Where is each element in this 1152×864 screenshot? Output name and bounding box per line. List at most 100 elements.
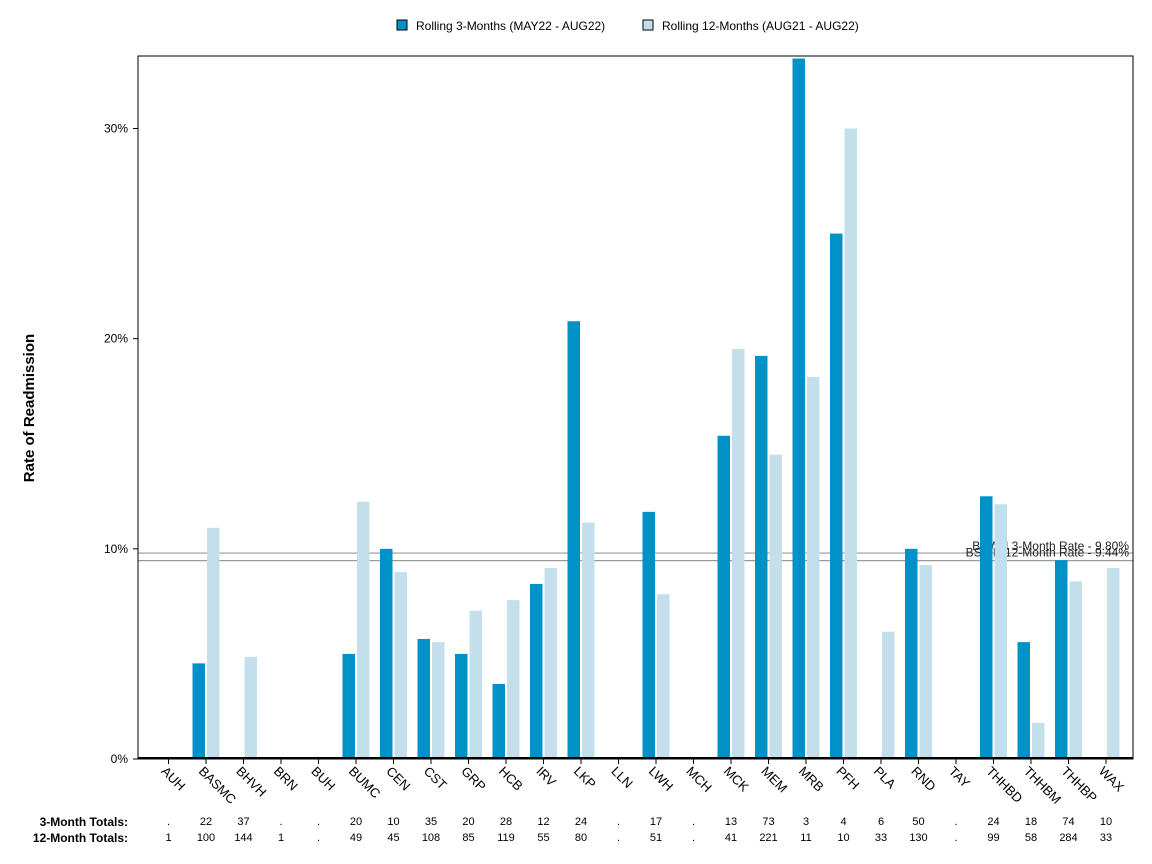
twelve-month-total-lwh: 51 — [650, 832, 662, 844]
x-label-brn: BRN — [271, 764, 301, 794]
totals-table: 3-Month Totals: 12-Month Totals:. 1 22 100 3 7… — [33, 815, 1112, 845]
three-month-totals-label: 3-Month Totals: — [40, 815, 128, 829]
x-label-auh: AUH — [158, 764, 188, 794]
bar-3m-basmc — [192, 663, 205, 759]
bar-12m-thhbd — [994, 504, 1007, 759]
x-label-rnd: RND — [908, 764, 939, 795]
bar-12m-cst — [432, 642, 445, 759]
y-tick-label-3: 30% — [104, 122, 128, 136]
x-label-thhbd: THHBD — [983, 764, 1025, 806]
x-label-wax: WAX — [1096, 764, 1127, 795]
x-label-bumc: BUMC — [346, 764, 384, 802]
bar-12m-bhvh — [244, 656, 257, 759]
three-month-total-thhbm: 18 — [1025, 816, 1037, 828]
legend: Rolling 3-Months (MAY22 - AUG22) Rolling … — [396, 19, 859, 33]
bar-3m-grp — [455, 653, 468, 759]
bar-3m-mem — [755, 355, 768, 759]
bar-3m-thhbm — [1017, 642, 1030, 759]
three-month-total-lwh: 17 — [650, 816, 662, 828]
twelve-month-total-thhbm: 58 — [1025, 832, 1037, 844]
bar-12m-bumc — [357, 501, 370, 759]
three-month-total-wax: 10 — [1100, 816, 1112, 828]
bar-12m-cen — [394, 572, 407, 759]
three-month-total-basmc: 22 — [200, 816, 212, 828]
bar-12m-hcb — [507, 600, 520, 759]
twelve-month-total-mrb: 11 — [800, 832, 811, 844]
legend-label-3m: Rolling 3-Months (MAY22 - AUG22) — [416, 19, 605, 33]
legend-swatch-3m — [396, 19, 408, 31]
x-label-lln: LLN — [608, 764, 635, 791]
three-month-total-tay: . — [954, 816, 957, 828]
three-month-total-pfh: 4 — [840, 816, 846, 828]
twelve-month-totals-label: 12-Month Totals: — [33, 831, 128, 845]
bar-12m-irv — [544, 567, 557, 759]
plot-frame — [137, 55, 1134, 760]
x-label-irv: IRV — [533, 764, 559, 790]
three-month-total-thhbp: 74 — [1062, 816, 1074, 828]
x-label-bhvh: BHVH — [233, 764, 269, 800]
bar-12m-pfh — [844, 128, 857, 760]
bar-12m-lkp — [582, 522, 595, 759]
legend-label-12m: Rolling 12-Months (AUG21 - AUG22) — [662, 19, 859, 33]
three-month-total-mem: 73 — [762, 816, 774, 828]
bar-12m-rnd — [919, 565, 932, 759]
twelve-month-total-grp: 85 — [462, 832, 474, 844]
three-month-total-buh: . — [317, 816, 320, 828]
twelve-month-total-thhbd: 99 — [987, 832, 999, 844]
three-month-total-cst: 35 — [425, 816, 437, 828]
y-axis-title: Rate of Readmission — [21, 334, 38, 482]
bar-3m-thhbd — [980, 496, 993, 759]
twelve-month-total-basmc: 100 — [197, 832, 215, 844]
bar-12m-basmc — [207, 527, 220, 759]
x-label-pfh: PFH — [833, 764, 862, 793]
twelve-month-total-tay: . — [954, 832, 957, 844]
twelve-month-total-wax: 33 — [1100, 832, 1112, 844]
twelve-month-total-lln: . — [617, 832, 620, 844]
twelve-month-total-pfh: 10 — [837, 832, 849, 844]
x-label-mrb: MRB — [796, 764, 827, 795]
bar-3m-cst — [417, 638, 430, 759]
y-tick-label-2: 20% — [104, 332, 128, 346]
three-month-total-auh: . — [167, 816, 170, 828]
twelve-month-total-hcb: 119 — [497, 832, 515, 844]
x-label-buh: BUH — [308, 764, 338, 794]
three-month-total-mch: . — [692, 816, 695, 828]
bar-12m-mrb — [807, 376, 820, 759]
y-tick-label-0: 0% — [111, 752, 129, 766]
three-month-total-rnd: 50 — [912, 816, 924, 828]
three-month-total-grp: 20 — [462, 816, 474, 828]
x-label-basmc: BASMC — [196, 764, 239, 807]
y-tick-label-1: 10% — [104, 542, 128, 556]
bar-3m-cen — [380, 548, 393, 759]
x-label-cst: CST — [421, 764, 450, 793]
bar-3m-lkp — [567, 321, 580, 759]
twelve-month-total-cst: 108 — [422, 832, 440, 844]
twelve-month-total-bhvh: 144 — [234, 832, 252, 844]
twelve-month-total-buh: . — [317, 832, 320, 844]
three-month-total-hcb: 28 — [500, 816, 512, 828]
twelve-month-total-brn: 1 — [278, 832, 284, 844]
bar-3m-mrb — [792, 58, 805, 759]
twelve-month-total-bumc: 49 — [350, 832, 362, 844]
three-month-total-irv: 12 — [537, 816, 549, 828]
bars — [138, 58, 1133, 760]
x-label-mch: MCH — [683, 764, 715, 796]
x-label-cen: CEN — [383, 764, 413, 794]
bar-12m-mem — [769, 454, 782, 759]
bar-12m-mck — [732, 348, 745, 759]
legend-swatch-12m — [642, 19, 654, 31]
twelve-month-total-pla: 33 — [875, 832, 887, 844]
three-month-total-mrb: 3 — [803, 816, 809, 828]
x-label-mck: MCK — [721, 764, 752, 795]
twelve-month-total-mem: 221 — [759, 832, 777, 844]
bar-3m-rnd — [905, 548, 918, 759]
bar-3m-hcb — [492, 683, 505, 759]
twelve-month-total-thhbp: 284 — [1059, 832, 1077, 844]
three-month-total-thhbd: 24 — [987, 816, 999, 828]
twelve-month-total-auh: 1 — [165, 832, 171, 844]
x-label-thhbm: THHBM — [1021, 764, 1064, 807]
bar-12m-pla — [882, 631, 895, 759]
bar-12m-thhbp — [1069, 581, 1082, 759]
